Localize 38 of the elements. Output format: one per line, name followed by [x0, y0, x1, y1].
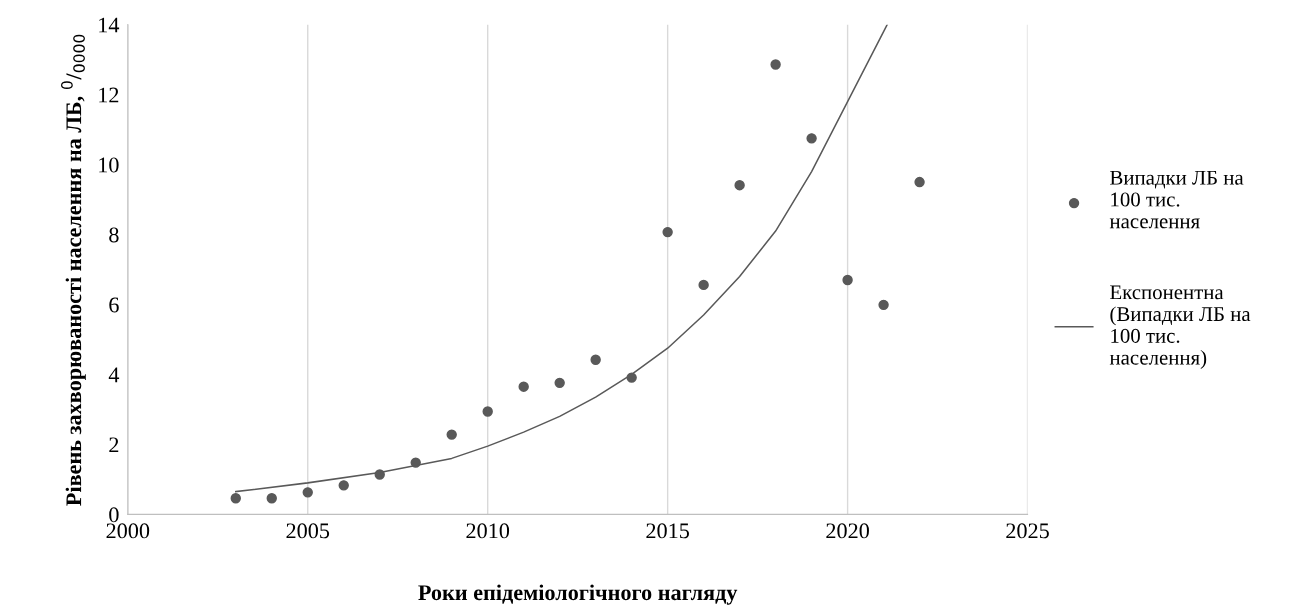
point: [914, 176, 925, 188]
y-tick-label: 2: [109, 437, 119, 453]
point: [518, 381, 529, 392]
y-tick-label: 4: [108, 367, 120, 383]
y-tick-label: 14: [99, 17, 120, 33]
x-tick-label: 2005: [286, 523, 330, 539]
point: [806, 133, 817, 144]
point: [374, 469, 385, 480]
legend-label: Експонентна (Випадки ЛБ на 100 тис. населення): [1109, 285, 1251, 369]
y-axis-title: Рівень захворюваності населення на ЛБ, $^{0}$/$_{0000}$: [61, 34, 86, 506]
point: [302, 487, 313, 498]
point: [410, 457, 421, 468]
x-tick-label: 2015: [646, 523, 689, 539]
point: [266, 493, 277, 504]
point: [626, 372, 637, 383]
point: [734, 180, 745, 191]
y-tick-label: 10: [99, 157, 119, 173]
point: [554, 377, 565, 389]
x-tick-label: 2000: [106, 523, 150, 539]
y-tick-label: 8: [109, 227, 119, 243]
y-tick-label: 12: [99, 87, 119, 103]
point: [842, 274, 853, 286]
point: [230, 493, 241, 504]
x-tick-label: 2025: [1006, 523, 1049, 539]
point: [446, 429, 457, 440]
point: [698, 279, 709, 291]
point: [662, 226, 673, 238]
point: [338, 480, 349, 491]
point: [878, 299, 889, 311]
y-tick-label: 0: [109, 507, 119, 523]
legend-label: Випадки ЛБ на 100 тис. населення: [1109, 170, 1244, 229]
point: [590, 354, 601, 365]
x-tick-label: 2010: [466, 523, 510, 539]
x-axis-title: Роки епідеміологічного нагляду: [418, 584, 738, 605]
point: [770, 59, 781, 70]
point: [482, 406, 493, 417]
x-tick-label: 2020: [826, 523, 869, 539]
y-tick-label: 6: [109, 297, 119, 313]
